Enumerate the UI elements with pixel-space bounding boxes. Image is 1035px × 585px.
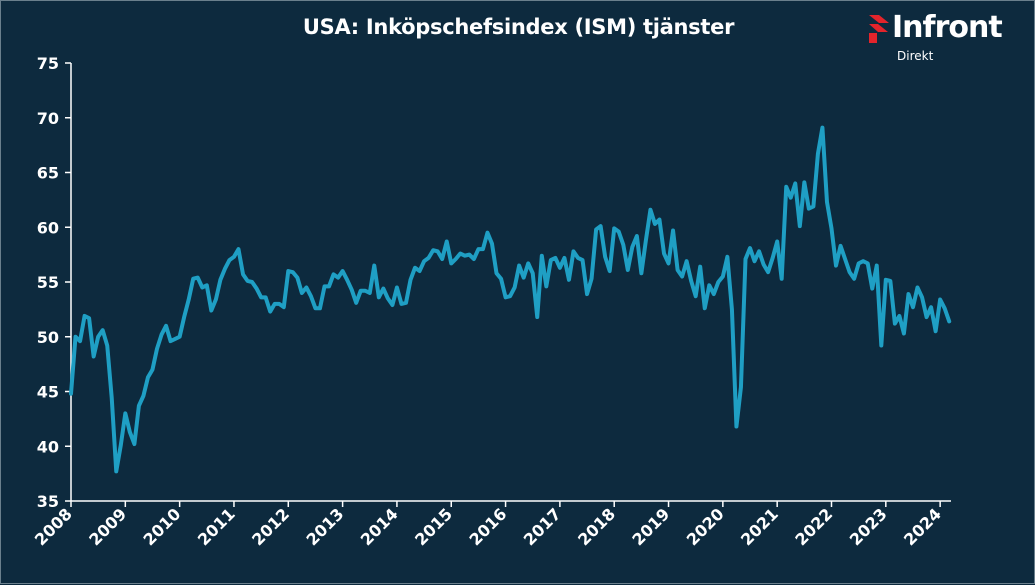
x-tick-label: 2014 [357,504,402,549]
x-tick-label: 2017 [520,504,565,549]
x-tick-label: 2016 [465,504,510,549]
series-line [69,125,952,474]
y-tick-label: 60 [37,218,59,237]
x-tick-label: 2018 [574,504,619,549]
x-tick-label: 2024 [900,504,945,549]
x-axis: 2008 2009 2010 2011 2012 2013 2014 2015 2016 2017… [31,500,951,549]
y-tick-label: 45 [37,383,59,402]
x-tick-label: 2022 [791,504,836,549]
infront-logo: Infront Direkt [867,10,1027,67]
x-tick-label: 2009 [85,504,130,549]
x-tick-label: 2019 [628,504,673,549]
x-tick-label: 2008 [31,504,76,549]
x-tick-label: 2020 [683,504,728,549]
x-tick-label: 2021 [737,504,782,549]
y-tick-label: 35 [37,492,59,511]
y-tick-label: 50 [37,328,59,347]
y-tick-label: 75 [37,54,59,73]
x-tick-label: 2023 [846,504,891,549]
y-tick-label: 65 [37,164,59,183]
x-tick-label: 2015 [411,504,456,549]
x-tick-label: 2011 [194,504,239,549]
y-axis: 35 40 45 50 55 60 65 70 75 [37,54,72,511]
x-tick-label: 2012 [248,504,293,549]
y-tick-label: 55 [37,273,59,292]
logo-subtitle: Direkt [897,49,934,63]
logo-wordmark: Infront [892,10,1003,45]
x-tick-label: 2013 [303,504,348,549]
chart-title: USA: Inköpschefsindex (ISM) tjänster [302,15,735,39]
y-tick-label: 40 [37,437,59,456]
y-tick-label: 70 [37,109,59,128]
x-tick-label: 2010 [140,504,185,549]
infront-logo-icon [869,15,889,43]
